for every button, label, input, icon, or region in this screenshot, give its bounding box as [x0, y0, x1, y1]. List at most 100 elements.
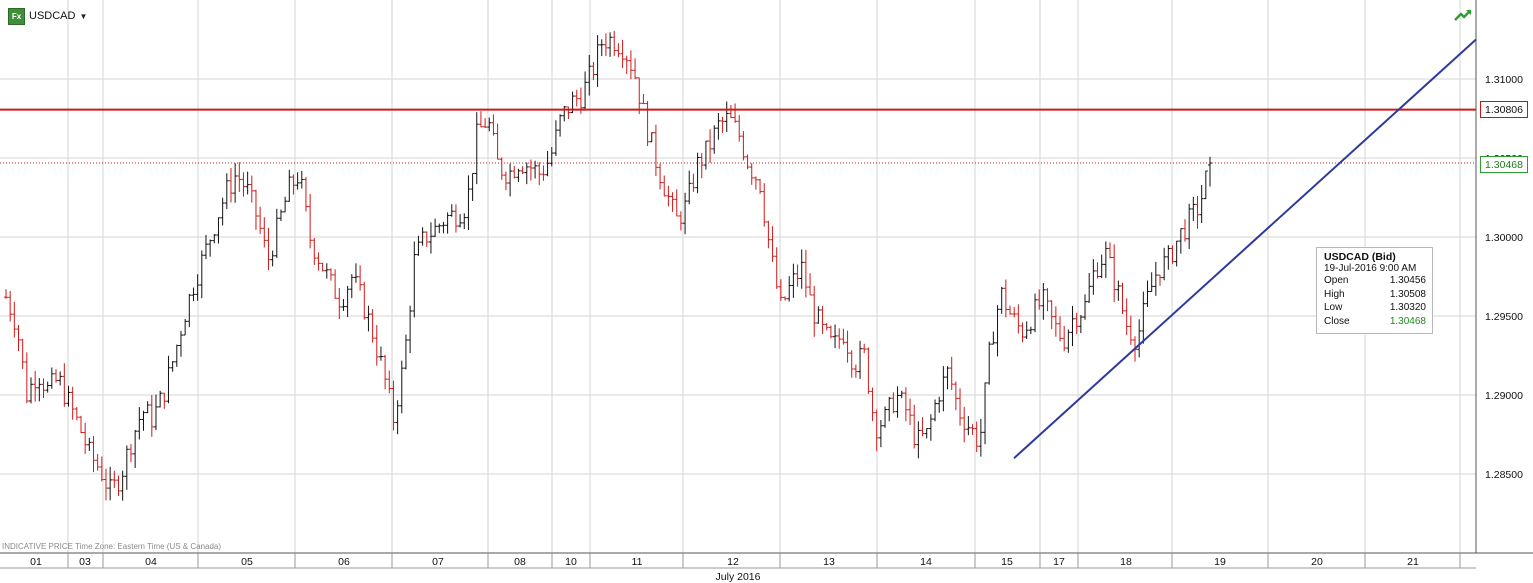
resistance-price-tag: 1.30806	[1480, 101, 1528, 118]
ohlc-bar	[1103, 241, 1108, 278]
ohlc-bar	[766, 220, 771, 249]
ohlc-bar	[391, 380, 396, 431]
ohlc-bar	[599, 39, 604, 57]
ohlc-bar	[1099, 254, 1104, 279]
ohlc-bar	[841, 328, 846, 345]
ohlc-bar	[1149, 272, 1154, 292]
ohlc-bar	[874, 409, 879, 452]
ohlc-bar	[1091, 259, 1096, 295]
x-tick-label: 19	[1214, 556, 1226, 568]
y-tick-label: 1.29000	[1485, 390, 1523, 402]
ohlc-bar	[958, 388, 963, 426]
symbol-selector[interactable]: Fx USDCAD ▼	[8, 7, 87, 25]
info-box-datetime: 19-Jul-2016 9:00 AM	[1324, 263, 1417, 274]
ohlc-bar	[974, 421, 979, 453]
ohlc-bar	[641, 94, 646, 105]
ohlc-bar	[420, 227, 425, 246]
info-value: 1.30456	[1389, 275, 1426, 286]
ohlc-bar	[995, 305, 1000, 357]
ohlc-bar	[608, 32, 613, 57]
ohlc-bar	[458, 214, 463, 228]
ohlc-bar	[737, 115, 742, 142]
ohlc-info-box: USDCAD (Bid) 19-Jul-2016 9:00 AM Open 1.3…	[1316, 247, 1433, 334]
ohlc-bar	[666, 185, 671, 207]
ohlc-bar	[303, 176, 308, 212]
ohlc-bar	[28, 377, 33, 404]
ohlc-bar	[328, 268, 333, 281]
ohlc-bar	[533, 160, 538, 179]
info-label: Low	[1324, 302, 1343, 314]
ohlc-bar	[249, 175, 254, 203]
ohlc-bar	[403, 334, 408, 370]
ohlc-bar	[699, 153, 704, 179]
ohlc-bar	[395, 400, 400, 435]
ohlc-bar	[278, 209, 283, 222]
ohlc-bar	[837, 328, 842, 349]
ohlc-bar	[49, 367, 54, 389]
ohlc-bar	[333, 269, 338, 299]
ohlc-bar	[770, 226, 775, 262]
info-row-low: Low 1.30320	[1324, 301, 1432, 315]
ohlc-bar	[562, 105, 567, 122]
info-row-close: Close 1.30468	[1324, 315, 1432, 329]
ohlc-bar	[95, 453, 100, 471]
ohlc-bar	[649, 132, 654, 143]
ohlc-bar	[8, 290, 13, 322]
x-tick-label: 04	[145, 556, 157, 568]
ohlc-bar	[733, 103, 738, 123]
ohlc-bar	[833, 324, 838, 349]
ohlc-bar	[541, 165, 546, 181]
ohlc-bar	[816, 306, 821, 324]
ohlc-bar	[524, 162, 529, 185]
ohlc-bar	[203, 235, 208, 260]
ohlc-bar	[1183, 219, 1188, 242]
y-tick-label: 1.31000	[1485, 74, 1523, 86]
ohlc-bar	[820, 306, 825, 334]
ohlc-bar	[308, 193, 313, 249]
ohlc-bar	[412, 241, 417, 318]
ohlc-bar	[466, 175, 471, 231]
ohlc-bar	[795, 264, 800, 287]
ohlc-bar	[512, 166, 517, 179]
ohlc-bar	[1112, 244, 1117, 303]
ohlc-bar	[441, 221, 446, 234]
ohlc-bar	[658, 163, 663, 190]
symbol-name: USDCAD	[29, 10, 76, 22]
chart-overlays	[0, 38, 1477, 459]
ohlc-bar	[1012, 306, 1017, 318]
ohlc-bar	[612, 30, 617, 56]
ohlc-bar	[603, 33, 608, 56]
ohlc-bar	[920, 417, 925, 437]
ohlc-bar	[383, 354, 388, 390]
ohlc-bar	[387, 370, 392, 394]
chart-grid	[0, 0, 1476, 553]
ohlc-bar	[437, 223, 442, 234]
ohlc-bar	[824, 323, 829, 331]
ohlc-bar	[1016, 304, 1021, 334]
ohlc-bar	[678, 211, 683, 231]
ohlc-bar	[1178, 228, 1183, 254]
ohlc-bar	[1158, 274, 1163, 286]
ohlc-bar	[966, 416, 971, 436]
ohlc-bar	[537, 162, 542, 186]
ohlc-bar	[516, 168, 521, 182]
ohlc-bar	[691, 173, 696, 192]
ohlc-bar	[812, 285, 817, 337]
ohlc-bar	[741, 131, 746, 161]
ohlc-bar	[945, 366, 950, 390]
ohlc-bar	[858, 340, 863, 379]
trend-arrow-icon[interactable]	[1453, 8, 1473, 22]
ohlc-bar	[720, 116, 725, 133]
ohlc-bar	[45, 381, 50, 393]
ohlc-bar	[774, 247, 779, 289]
ohlc-bar	[1078, 314, 1083, 334]
ohlc-bar	[91, 436, 96, 473]
fx-badge-icon: Fx	[8, 7, 25, 25]
ohlc-bar	[341, 298, 346, 311]
ohlc-bar	[283, 196, 288, 213]
ohlc-bar	[83, 422, 88, 454]
ohlc-bar	[158, 390, 163, 408]
ohlc-bar	[808, 273, 813, 296]
ohlc-bar	[633, 58, 638, 80]
